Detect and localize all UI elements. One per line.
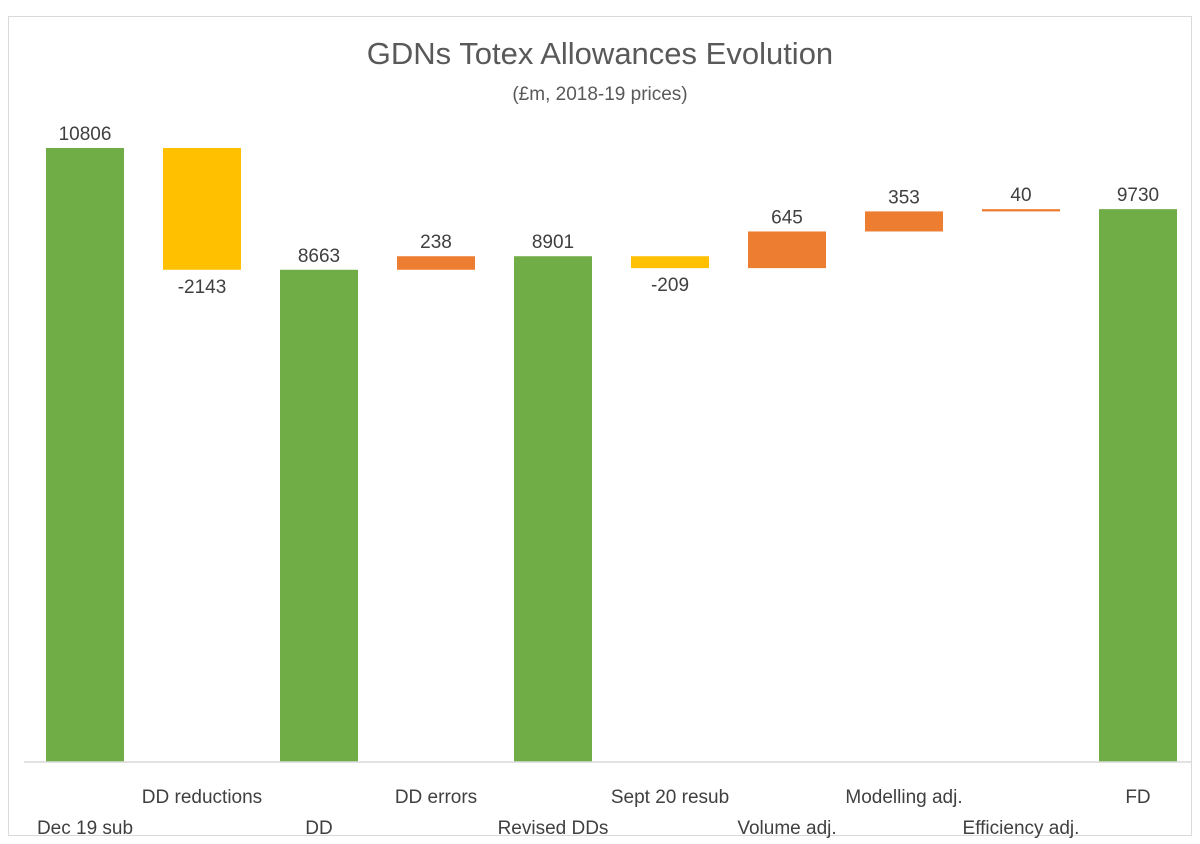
category-label-dd-reductions: DD reductions xyxy=(142,787,262,808)
data-label-dd-reductions: -2143 xyxy=(178,277,227,298)
category-label-efficiency-adj: Efficiency adj. xyxy=(963,818,1080,839)
category-label-dd-errors: DD errors xyxy=(395,787,477,808)
bar-fd xyxy=(1099,209,1177,763)
data-label-dd-errors: 238 xyxy=(420,232,452,253)
bar-dd-reductions xyxy=(163,148,241,270)
data-label-sept-20-resub: -209 xyxy=(651,275,689,296)
category-label-fd: FD xyxy=(1125,787,1150,808)
bar-modelling-adj xyxy=(865,211,943,232)
category-label-dec-19-sub: Dec 19 sub xyxy=(37,818,133,839)
category-label-revised-dds: Revised DDs xyxy=(498,818,609,839)
category-label-dd: DD xyxy=(305,818,332,839)
data-label-efficiency-adj: 40 xyxy=(1010,185,1031,206)
data-label-modelling-adj: 353 xyxy=(888,187,920,208)
category-label-volume-adj: Volume adj. xyxy=(737,818,836,839)
bars-group xyxy=(46,148,1177,763)
category-label-modelling-adj: Modelling adj. xyxy=(845,787,962,808)
bar-revised-dds xyxy=(514,256,592,762)
data-label-fd: 9730 xyxy=(1117,185,1159,206)
chart-title: GDNs Totex Allowances Evolution xyxy=(366,36,834,71)
bar-sept-20-resub xyxy=(631,256,709,269)
bar-dd xyxy=(280,269,358,762)
data-label-dec-19-sub: 10806 xyxy=(59,124,112,145)
chart-frame xyxy=(8,16,1192,836)
bar-dec-19-sub xyxy=(46,148,124,762)
bar-efficiency-adj xyxy=(982,209,1060,212)
chart-subtitle: (£m, 2018-19 prices) xyxy=(512,84,688,105)
data-label-dd: 8663 xyxy=(298,246,340,267)
data-label-volume-adj: 645 xyxy=(771,207,803,228)
bar-dd-errors xyxy=(397,256,475,270)
data-label-revised-dds: 8901 xyxy=(532,232,574,253)
labels-group: 10806 Dec 19 sub -2143 DD reductions 8663 DD 2… xyxy=(37,124,1159,839)
bar-volume-adj xyxy=(748,231,826,269)
category-label-sept-20-resub: Sept 20 resub xyxy=(611,787,729,808)
